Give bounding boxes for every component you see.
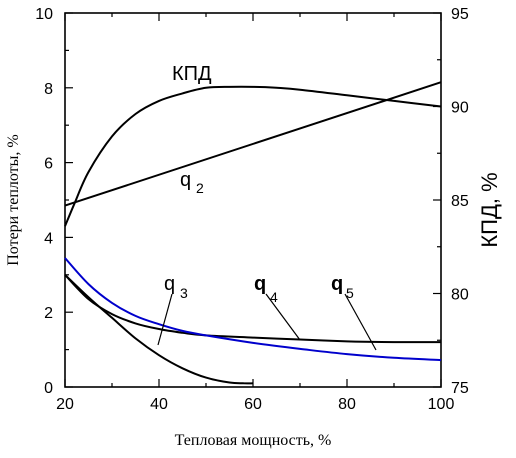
- series-label-1: q: [180, 169, 191, 191]
- series-group: [64, 81, 442, 385]
- series-label-0: КПД: [172, 63, 212, 85]
- x-tick-label: 60: [244, 396, 262, 413]
- x-tick-label: 40: [150, 396, 168, 413]
- series-line-1: [64, 81, 442, 207]
- series-label-sub-1: 2: [196, 180, 204, 196]
- y-left-tick-label: 2: [44, 305, 53, 322]
- y-right-tick-label: 75: [451, 380, 469, 397]
- series-line-4: [64, 257, 442, 362]
- y-axis-right-title: КПД, %: [477, 172, 502, 247]
- label-leader-2: [344, 293, 377, 351]
- y-right-tick-label: 85: [451, 193, 469, 210]
- series-label-sub-3: 4: [270, 289, 278, 305]
- series-line-3: [64, 274, 442, 344]
- label-leader-0: [157, 293, 173, 346]
- y-right-tick-label: 95: [451, 6, 469, 23]
- x-tick-label: 80: [338, 396, 356, 413]
- series-line-0: [64, 85, 442, 227]
- series-label-2: q: [164, 273, 175, 295]
- y-left-tick-label: 4: [44, 230, 53, 247]
- x-axis-title: Тепловая мощность, %: [175, 432, 332, 449]
- y-right-tick-label: 90: [451, 100, 469, 117]
- series-label-3: q: [254, 273, 266, 295]
- series-label-4: q: [331, 273, 343, 295]
- y-left-tick-label: 0: [44, 380, 53, 397]
- y-left-tick-label: 10: [35, 6, 53, 23]
- y-left-tick-label: 8: [44, 81, 53, 98]
- plot-frame: [64, 12, 442, 388]
- y-axis-left-title: Потери теплоты, %: [5, 134, 22, 266]
- y-left-tick-label: 6: [44, 156, 53, 173]
- x-tick-label: 100: [428, 396, 455, 413]
- y-right-tick-label: 80: [451, 287, 469, 304]
- label-leader-1: [265, 293, 301, 341]
- axes: 20 40 60 80 100 0 2 4 6 8 10 75 80 85 90 95: [35, 6, 469, 413]
- series-label-sub-2: 3: [180, 285, 188, 301]
- x-tick-label: 20: [56, 396, 74, 413]
- series-label-sub-4: 5: [346, 285, 354, 301]
